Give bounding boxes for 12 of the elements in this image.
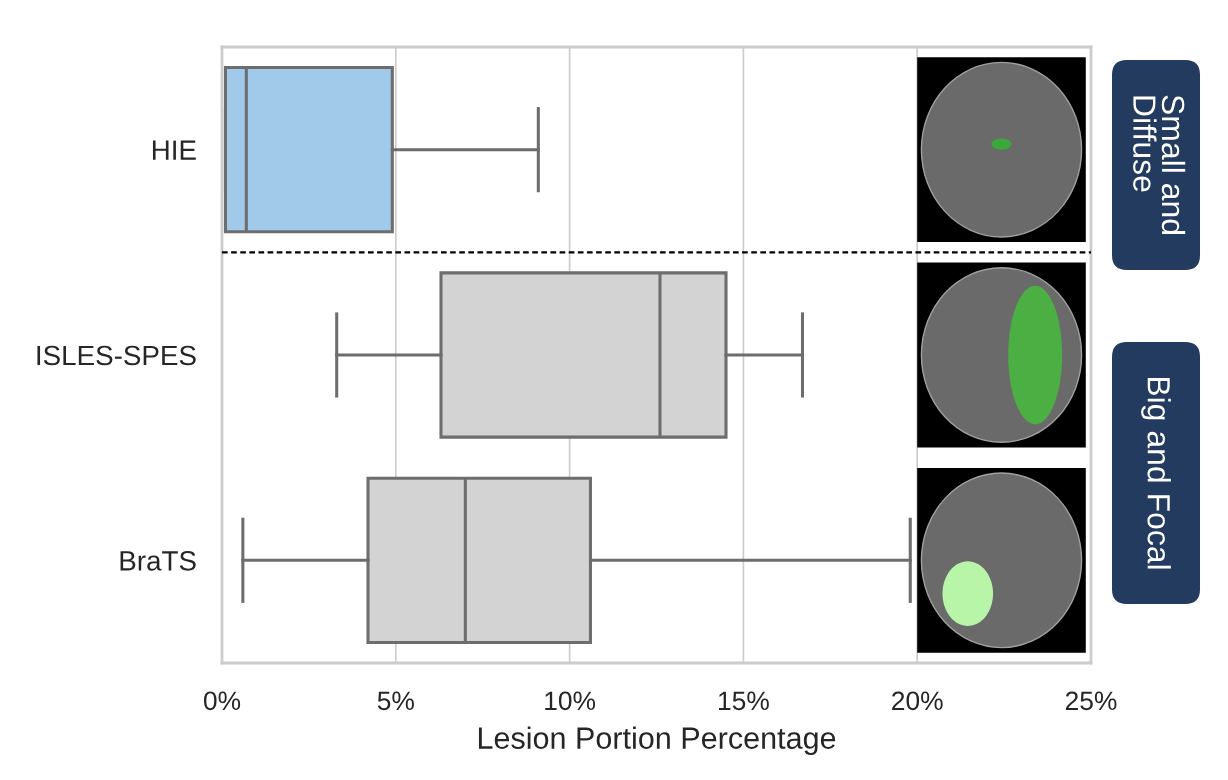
x-tick-label: 0% — [203, 691, 241, 711]
y-tick-label: HIE — [152, 140, 196, 160]
y-tick-label: BraTS — [120, 551, 196, 571]
x-axis-title: Lesion Portion Percentage — [478, 726, 836, 755]
x-tick-label: 25% — [1065, 691, 1117, 711]
text: Big and Focal — [1141, 377, 1171, 569]
x-tick-label: 20% — [892, 691, 943, 711]
x-tick-label: 10% — [545, 691, 596, 711]
x-tick-label: 5% — [377, 691, 414, 711]
text: Small and Diffuse — [1133, 95, 1186, 234]
y-tick-label: ISLES-SPES — [37, 345, 196, 366]
x-tick-label: 15% — [719, 691, 769, 711]
